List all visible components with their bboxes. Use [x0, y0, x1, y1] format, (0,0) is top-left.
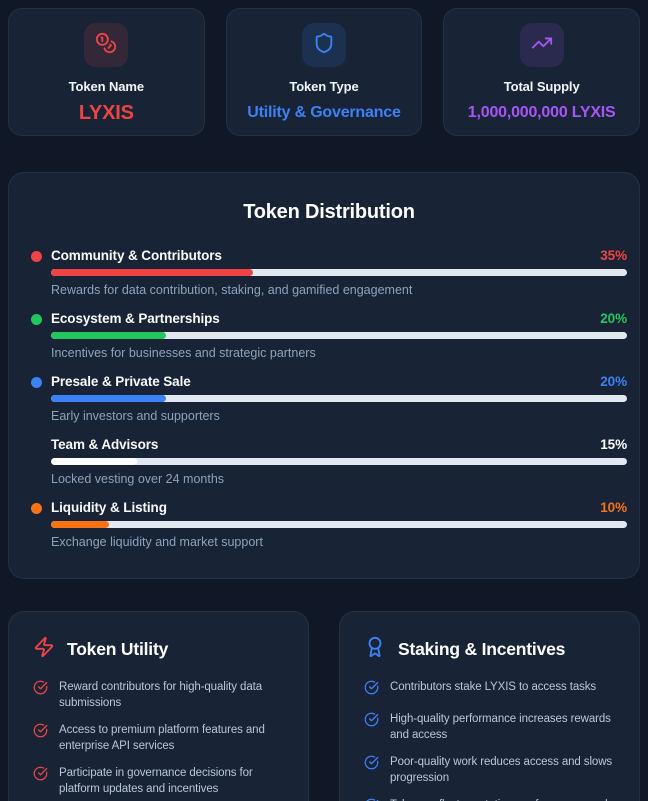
progress-track — [51, 395, 627, 402]
token-utility-header: Token Utility — [33, 636, 294, 663]
stat-label: Token Name — [68, 79, 144, 94]
allocation-description: Exchange liquidity and market support — [51, 535, 263, 549]
allocation-label: Ecosystem & Partnerships — [51, 311, 220, 326]
allocation-percent: 10% — [600, 500, 627, 515]
list-item: Participate in governance decisions for … — [33, 765, 294, 797]
trending-up-icon — [531, 32, 553, 59]
shield-icon-badge — [301, 23, 346, 67]
allocation-description: Locked vesting over 24 months — [51, 472, 225, 486]
check-circle-icon — [364, 797, 379, 801]
distribution-row-community: Community & Contributors 35% Rewards for… — [31, 247, 627, 298]
feature-card-title: Token Utility — [67, 639, 169, 659]
allocation-percent: 20% — [600, 374, 627, 389]
list-item-text: Contributors stake LYXIS to access tasks — [390, 681, 597, 693]
list-item-text: Reward contributors for high-quality dat… — [59, 681, 263, 709]
distribution-title: Token Distribution — [243, 201, 415, 223]
total-supply-value: 1,000,000,000 LYXIS — [467, 104, 616, 121]
check-circle-icon — [364, 679, 379, 700]
allocation-header: Ecosystem & Partnerships 20% — [31, 310, 627, 328]
stats-row: Token Name LYXIS Token Type Utility & Go… — [8, 8, 640, 136]
staking-incentives-list: Contributors stake LYXIS to access tasks… — [364, 679, 625, 801]
progress-fill — [51, 332, 167, 339]
zap-icon — [33, 636, 55, 663]
list-item: Tokens reflect reputation, performance, … — [364, 797, 625, 801]
list-item-text: Tokens reflect reputation, performance, … — [390, 797, 608, 801]
allocation-header: Team & Advisors 15% — [31, 436, 627, 454]
stat-label: Total Supply — [503, 79, 580, 94]
allocation-label: Liquidity & Listing — [51, 500, 167, 515]
check-circle-icon — [33, 765, 48, 797]
stat-card-total-supply: Total Supply 1,000,000,000 LYXIS — [443, 8, 640, 136]
legend-dot — [31, 376, 42, 388]
allocation-label: Team & Advisors — [51, 437, 159, 452]
token-utility-card: Token Utility Reward contributors for hi… — [8, 611, 309, 801]
trending-up-icon-badge — [519, 23, 564, 67]
legend-dot — [31, 440, 42, 451]
list-item-text: Access to premium platform features and … — [59, 724, 265, 752]
allocation-description: Incentives for businesses and strategic … — [51, 346, 316, 360]
legend-dot — [31, 313, 42, 325]
token-utility-list: Reward contributors for high-quality dat… — [33, 679, 294, 797]
progress-track — [51, 521, 627, 528]
check-circle-icon — [364, 711, 379, 743]
check-circle-icon — [33, 722, 48, 754]
allocation-header: Presale & Private Sale 20% — [31, 373, 627, 391]
allocation-header: Community & Contributors 35% — [31, 247, 627, 265]
list-item: Access to premium platform features and … — [33, 722, 294, 754]
allocation-description: Rewards for data contribution, staking, … — [51, 283, 413, 297]
legend-dot — [31, 502, 42, 514]
token-type-value: Utility & Governance — [247, 104, 401, 121]
list-item: Poor-quality work reduces access and slo… — [364, 754, 625, 786]
progress-fill — [51, 458, 138, 465]
progress-fill — [51, 269, 253, 276]
distribution-row-ecosystem: Ecosystem & Partnerships 20% Incentives … — [31, 310, 627, 361]
feature-card-title: Staking & Incentives — [398, 639, 566, 659]
allocation-percent: 20% — [600, 311, 627, 326]
stat-card-token-type: Token Type Utility & Governance — [225, 8, 423, 136]
stat-label: Token Type — [289, 79, 359, 94]
award-icon — [364, 636, 386, 663]
token-distribution-card: Token Distribution Community & Contribut… — [8, 172, 640, 579]
allocation-label: Community & Contributors — [51, 248, 222, 263]
distribution-row-team: Team & Advisors 15% Locked vesting over … — [31, 436, 627, 487]
shield-icon — [313, 32, 335, 59]
check-circle-icon — [364, 754, 379, 786]
list-item-text: Participate in governance decisions for … — [59, 767, 253, 795]
stat-card-token-name: Token Name LYXIS — [8, 8, 205, 136]
progress-track — [51, 458, 627, 465]
list-item-text: High-quality performance increases rewar… — [390, 713, 611, 741]
token-name-value: LYXIS — [78, 102, 134, 124]
legend-dot — [31, 250, 42, 262]
allocation-percent: 35% — [600, 248, 627, 263]
staking-incentives-header: Staking & Incentives — [364, 636, 625, 663]
allocation-label: Presale & Private Sale — [51, 374, 191, 389]
allocation-description: Early investors and supporters — [51, 409, 220, 423]
progress-fill — [51, 395, 167, 402]
coins-icon-badge — [84, 23, 129, 67]
list-item: Reward contributors for high-quality dat… — [33, 679, 294, 711]
allocation-percent: 15% — [600, 437, 627, 452]
staking-incentives-card: Staking & Incentives Contributors stake … — [339, 611, 640, 801]
list-item: High-quality performance increases rewar… — [364, 711, 625, 743]
features-row: Token Utility Reward contributors for hi… — [8, 611, 640, 801]
coins-icon — [95, 32, 117, 59]
list-item-text: Poor-quality work reduces access and slo… — [390, 756, 613, 784]
progress-track — [51, 332, 627, 339]
distribution-row-presale: Presale & Private Sale 20% Early investo… — [31, 373, 627, 424]
allocation-header: Liquidity & Listing 10% — [31, 499, 627, 517]
check-circle-icon — [33, 679, 48, 711]
progress-track — [51, 269, 627, 276]
list-item: Contributors stake LYXIS to access tasks — [364, 679, 625, 700]
progress-fill — [51, 521, 109, 528]
distribution-row-liquidity: Liquidity & Listing 10% Exchange liquidi… — [31, 499, 627, 550]
